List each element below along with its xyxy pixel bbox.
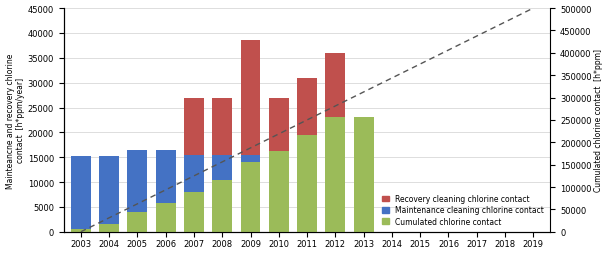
Bar <box>184 192 204 232</box>
Bar <box>156 204 175 232</box>
Bar <box>297 155 317 232</box>
Bar <box>213 98 232 155</box>
Bar <box>297 78 317 155</box>
Bar <box>354 118 373 232</box>
Bar <box>184 155 204 232</box>
Bar <box>71 229 91 232</box>
Bar <box>213 155 232 232</box>
Bar <box>99 156 119 232</box>
Bar <box>241 41 261 155</box>
Bar <box>325 118 345 232</box>
Bar <box>241 163 261 232</box>
Bar <box>297 135 317 232</box>
Bar <box>325 54 345 155</box>
Bar <box>184 98 204 155</box>
Y-axis label: Cumulated chlorine contact  [h*ppm]: Cumulated chlorine contact [h*ppm] <box>594 49 604 192</box>
Bar <box>241 155 261 232</box>
Bar <box>269 152 289 232</box>
Bar <box>213 180 232 232</box>
Bar <box>269 98 289 155</box>
Bar <box>325 155 345 232</box>
Bar <box>269 155 289 232</box>
Y-axis label: Mainteancne and recovery chlorine
contact  [h*ppm/year]: Mainteancne and recovery chlorine contac… <box>5 53 25 188</box>
Bar <box>156 150 175 232</box>
Bar <box>127 150 147 232</box>
Bar <box>71 156 91 232</box>
Legend: Recovery cleaning chlorine contact, Maintenance cleaning chlorine contact, Cumul: Recovery cleaning chlorine contact, Main… <box>379 192 546 228</box>
Bar <box>127 212 147 232</box>
Bar <box>99 225 119 232</box>
